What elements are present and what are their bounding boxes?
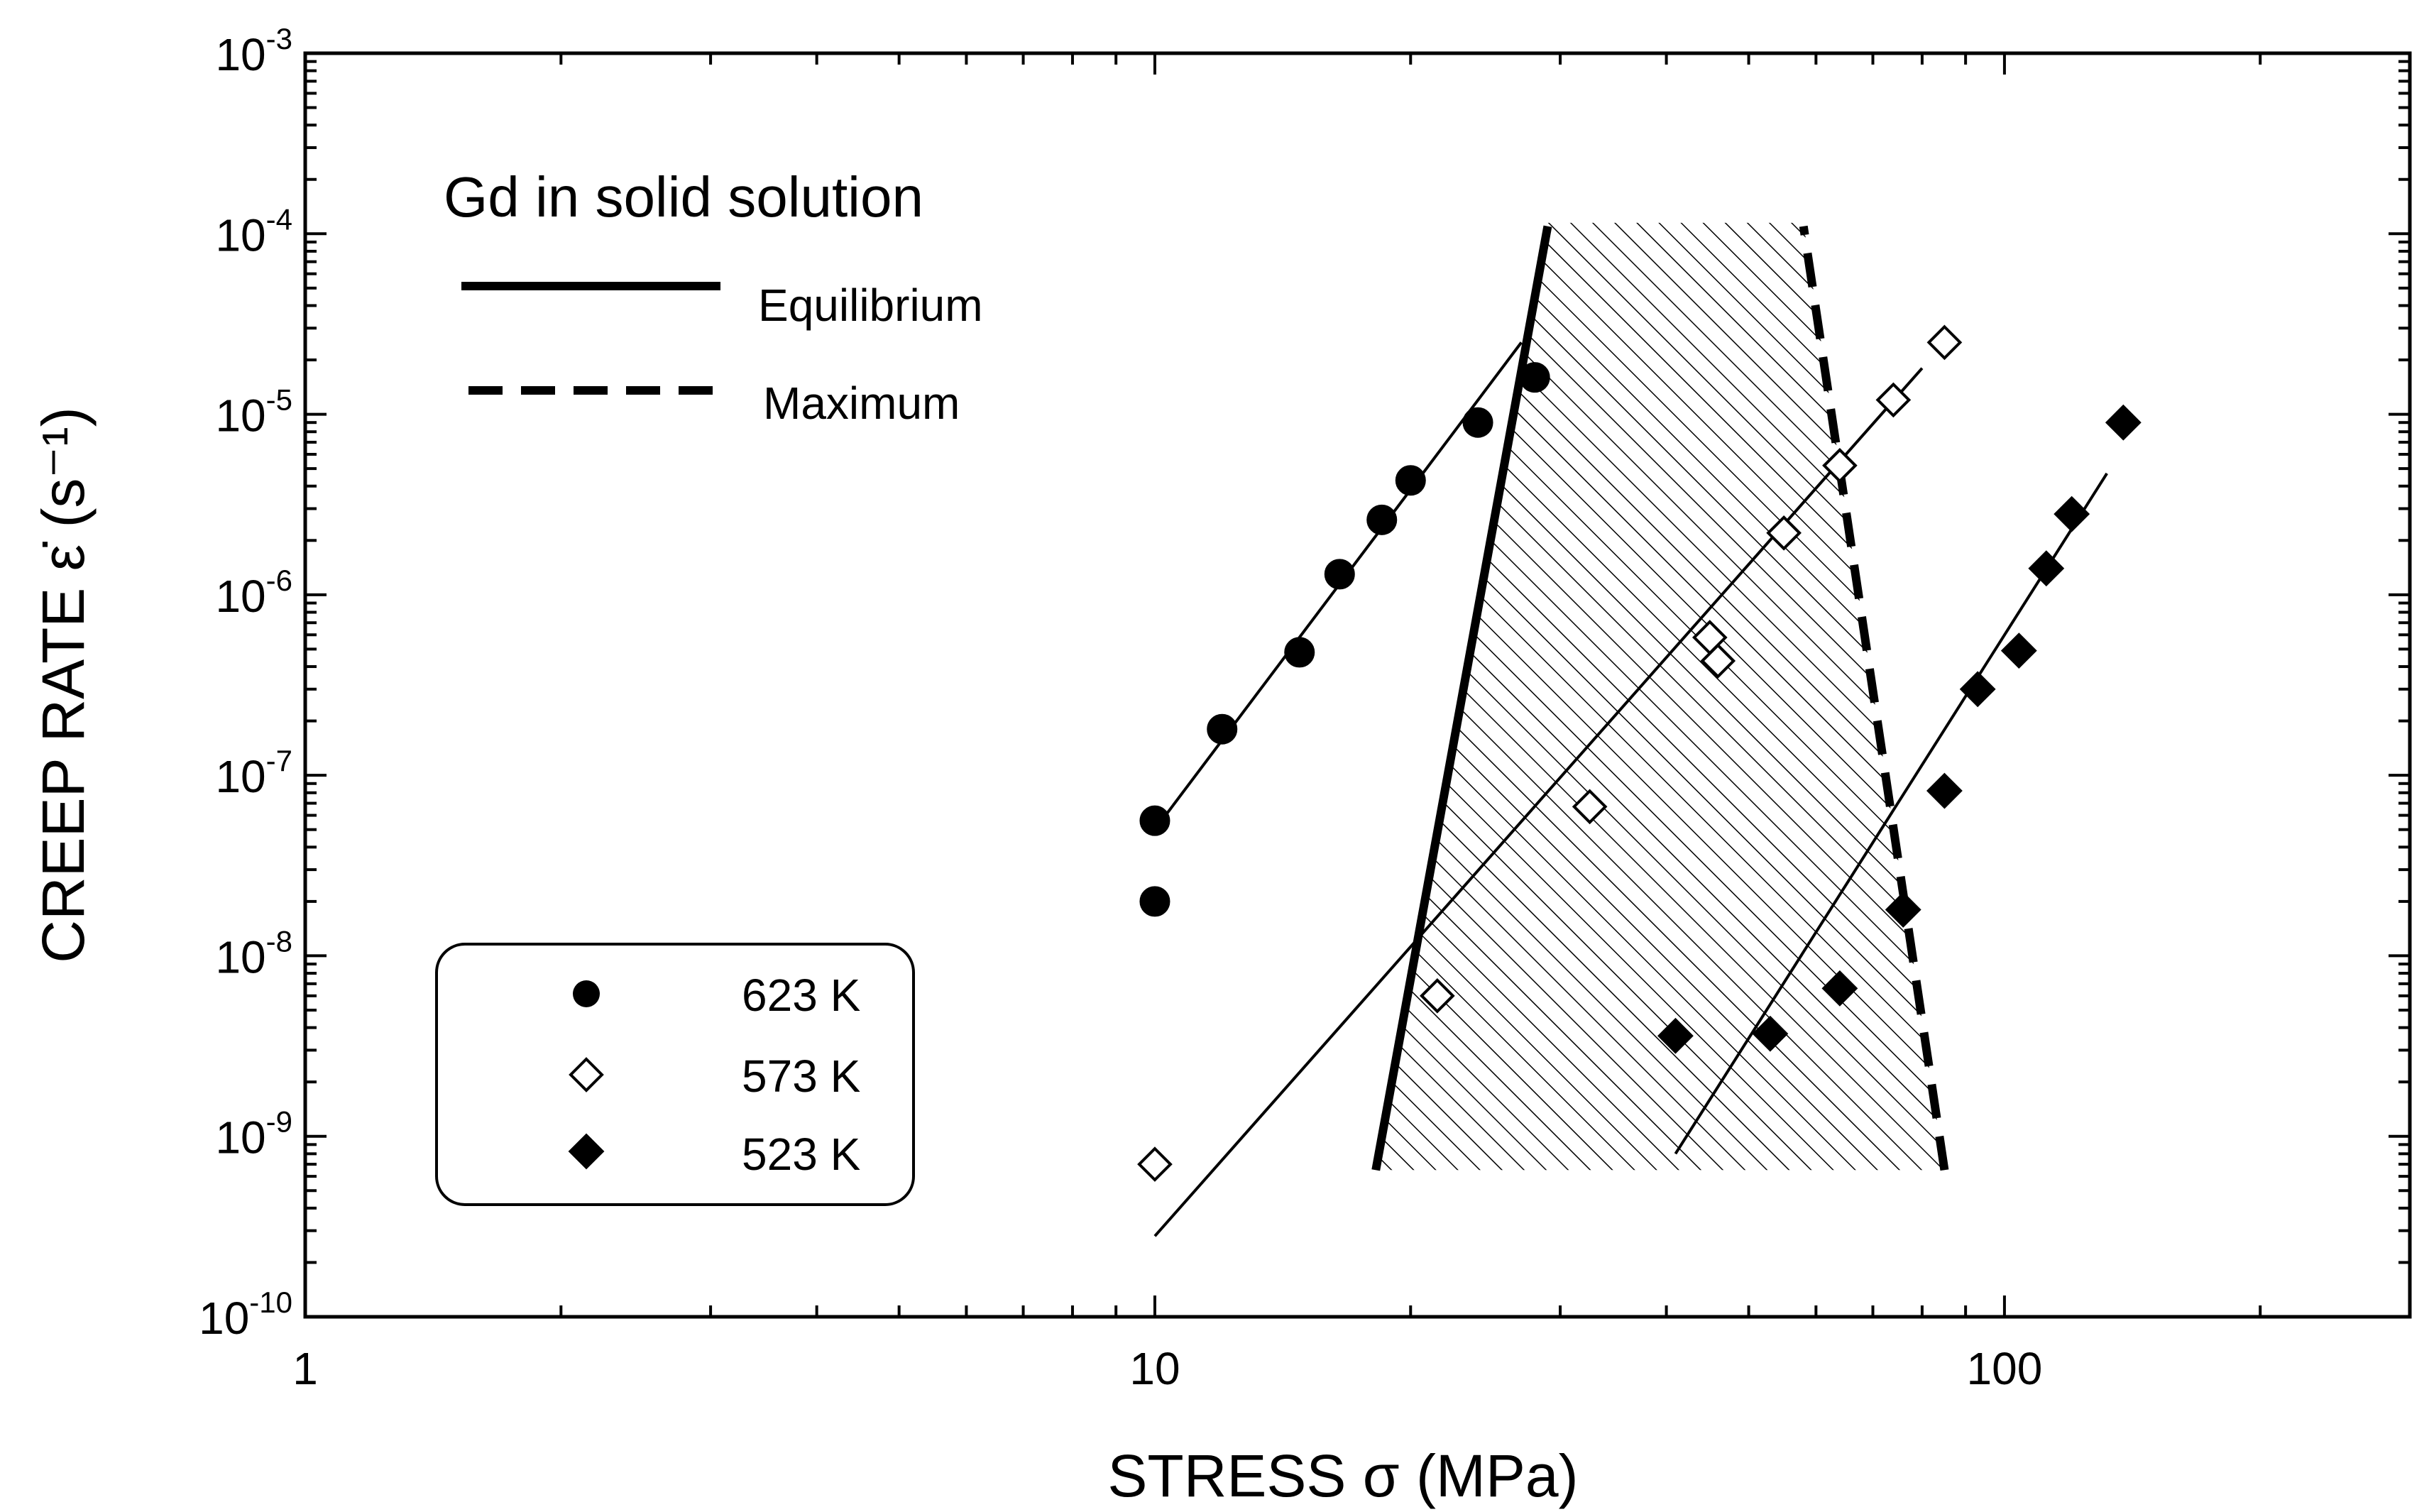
data-point-523k-4 (1926, 772, 1963, 809)
x-tick-labels: 1 10 100 (292, 1343, 2042, 1394)
fit-line-573k (1153, 367, 1924, 1237)
boundary-line-equilibrium (1371, 225, 1552, 1171)
data-point-573k-8 (1926, 324, 1963, 361)
data-point-623k-3 (1284, 637, 1315, 668)
data-point-623k-0 (1139, 805, 1170, 836)
data-point-623k-4 (1324, 559, 1355, 590)
x-tick-label: 100 (1967, 1343, 2043, 1394)
data-point-523k-6 (2000, 632, 2037, 669)
data-point-523k-2 (1821, 970, 1858, 1007)
legend-marker-623k (573, 980, 600, 1007)
data-point-523k-7 (2028, 550, 2065, 587)
y-tick-label: 10-3 (215, 22, 292, 80)
annotation-title: Gd in solid solution (444, 165, 923, 229)
plot-frame (303, 51, 2412, 1319)
y-tick-label: 10-4 (215, 202, 292, 261)
y-tick-label: 10-6 (215, 564, 292, 622)
data-point-623k-1 (1139, 886, 1170, 917)
boundary-line-maximum (1799, 225, 1949, 1171)
data-point-523k-1 (1752, 1015, 1789, 1052)
y-tick-label: 10-8 (215, 924, 292, 982)
y-tick-label: 10-9 (215, 1105, 292, 1163)
x-axis-title: STRESS σ (MPa) (1107, 1442, 1578, 1509)
legend-label-573k: 573 K (742, 1051, 860, 1102)
data-point-573k-7 (1875, 382, 1912, 418)
x-tick-label: 10 (1129, 1343, 1180, 1394)
hatched-region-layer (1376, 222, 1945, 1171)
data-point-623k-2 (1207, 713, 1238, 745)
legend-label-523k: 523 K (742, 1129, 860, 1180)
data-point-573k-5 (1766, 515, 1802, 551)
legend-marker-523k (568, 1133, 605, 1170)
data-point-523k-0 (1657, 1017, 1694, 1054)
data-point-523k-9 (2105, 404, 2142, 441)
data-point-573k-2 (1572, 789, 1608, 825)
data-point-573k-1 (1420, 978, 1455, 1014)
axis-ticks-layer (305, 53, 2410, 1317)
marker-legend: 623 K 573 K 523 K (435, 943, 915, 1206)
data-point-523k-3 (1885, 892, 1921, 928)
y-tick-label: 10-5 (215, 383, 292, 442)
hatched-region (1376, 222, 1945, 1171)
data-point-623k-8 (1519, 362, 1550, 393)
y-tick-label: 10-10 (199, 1286, 292, 1344)
legend-label-623k: 623 K (742, 970, 860, 1021)
x-tick-label: 1 (292, 1343, 318, 1394)
y-axis-title: CREEP RATE ε̇ (s⁻¹) (30, 407, 97, 963)
data-point-623k-7 (1462, 407, 1493, 438)
data-point-623k-5 (1366, 504, 1398, 535)
data-point-573k-6 (1822, 447, 1858, 483)
fit-line-523k (1674, 472, 2108, 1155)
legend-equilibrium-label: Equilibrium (758, 280, 983, 331)
data-point-523k-8 (2054, 495, 2090, 532)
data-point-573k-0 (1137, 1146, 1173, 1182)
data-point-573k-4 (1700, 643, 1736, 679)
legend-maximum-label: Maximum (763, 378, 960, 429)
data-point-623k-6 (1395, 465, 1426, 496)
y-tick-label: 10-7 (215, 744, 292, 802)
y-tick-labels: 10-10 10-9 10-8 10-7 10-6 10-5 10-4 10-3 (199, 22, 292, 1344)
legend-marker-573k (569, 1057, 604, 1092)
marker-legend-box (435, 943, 915, 1206)
boundary-lines-layer (1371, 225, 1949, 1171)
data-point-523k-5 (1959, 671, 1996, 708)
data-points-layer (1137, 324, 2142, 1182)
